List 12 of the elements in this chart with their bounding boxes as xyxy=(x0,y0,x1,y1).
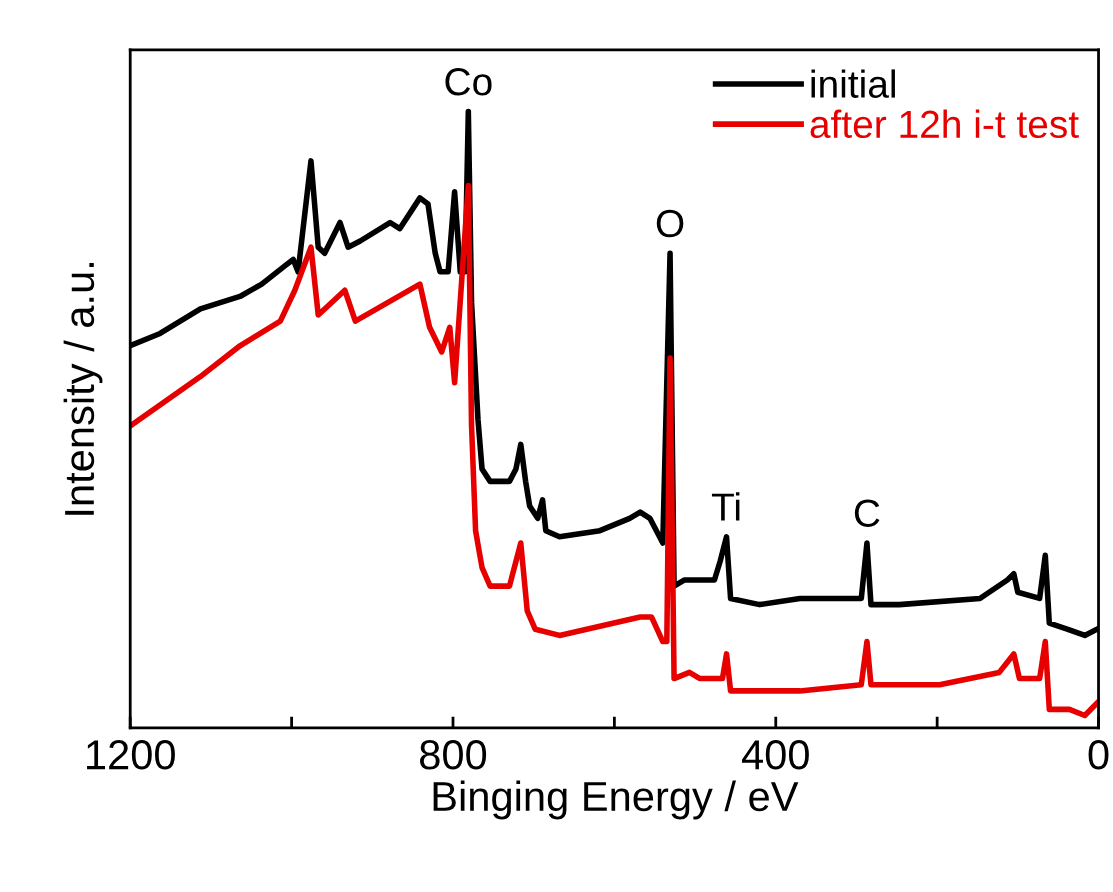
annotation: O xyxy=(656,209,684,238)
annotation: Co xyxy=(445,68,492,96)
y-axis-title: Intensity / a.u. xyxy=(63,263,103,515)
x-tick-label: 0 xyxy=(1088,740,1109,770)
legend-label: initial xyxy=(811,69,895,98)
x-tick-label: 1200 xyxy=(87,740,175,770)
x-axis-title: Binging Energy / eV xyxy=(433,780,799,820)
annotation: C xyxy=(854,499,880,527)
x-tick-label: 400 xyxy=(741,740,809,770)
x-tick-label: 800 xyxy=(420,740,487,770)
legend-label: after 12h i-t test xyxy=(810,109,1079,139)
annotation: Ti xyxy=(711,492,740,521)
